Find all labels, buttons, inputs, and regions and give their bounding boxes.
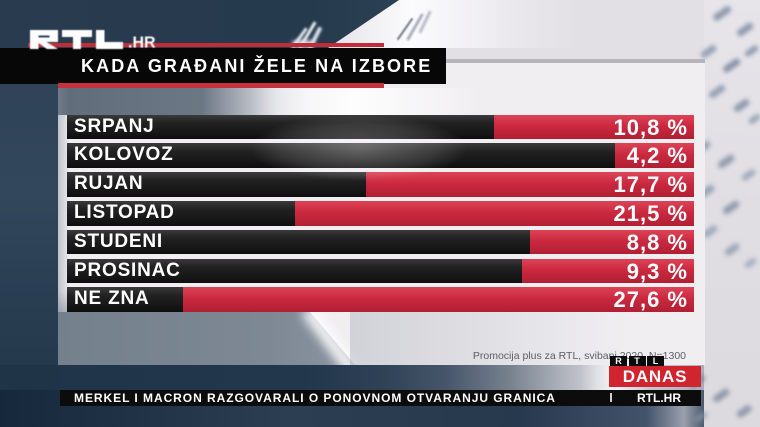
svg-text:.HR: .HR	[128, 35, 156, 50]
